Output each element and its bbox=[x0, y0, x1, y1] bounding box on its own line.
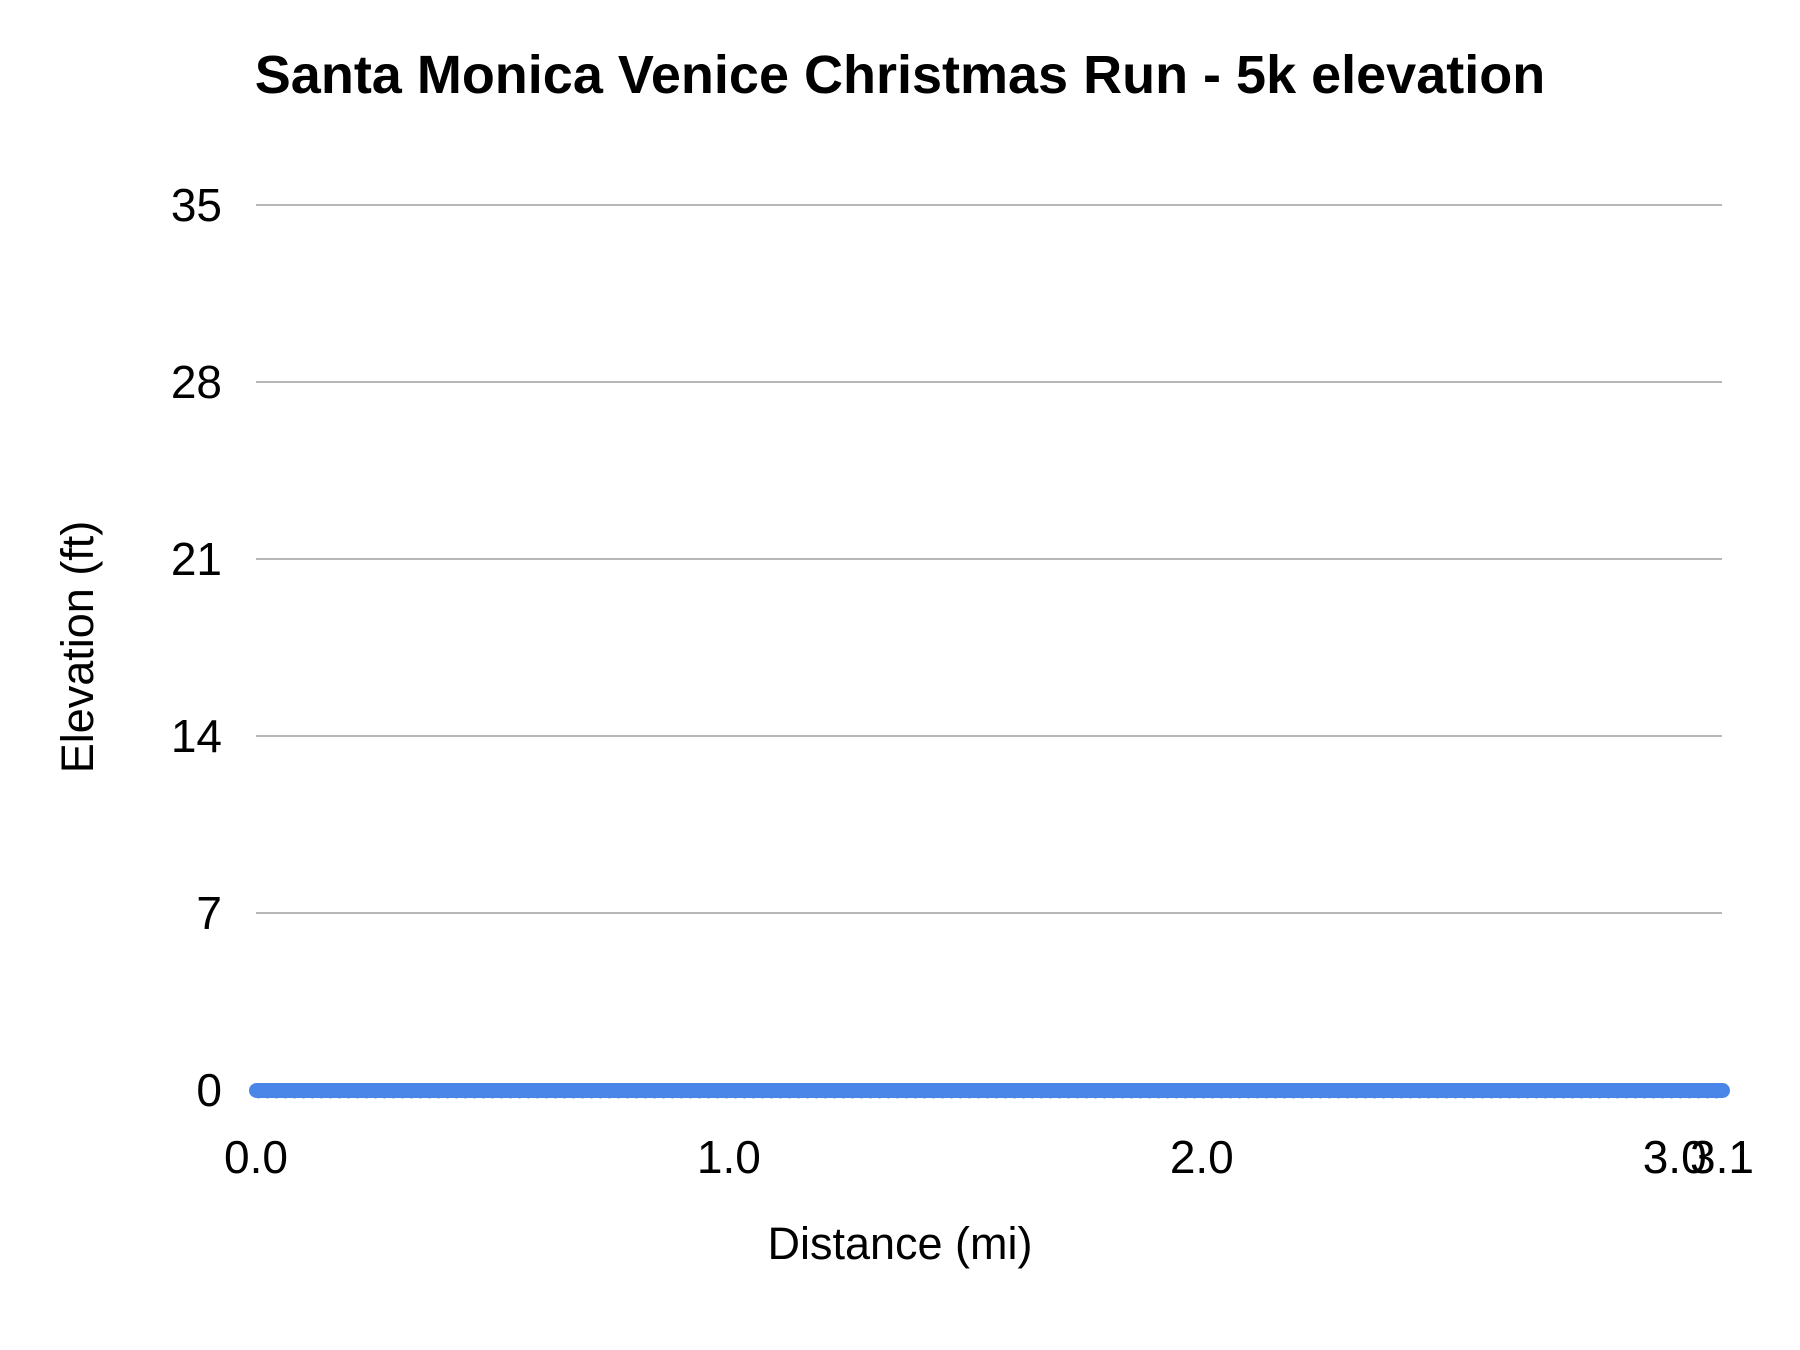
x-tick-label: 0.0 bbox=[224, 1131, 288, 1183]
y-tick-label: 35 bbox=[170, 179, 222, 231]
x-tick-label: 3.0 bbox=[1642, 1131, 1707, 1183]
gridline bbox=[256, 381, 1722, 383]
x-tick-label: 2.0 bbox=[1169, 1131, 1234, 1183]
chart-title: Santa Monica Venice Christmas Run - 5k e… bbox=[254, 45, 1546, 105]
y-tick-label: 7 bbox=[196, 887, 222, 939]
gridline bbox=[256, 735, 1722, 737]
y-tick-label: 14 bbox=[170, 710, 222, 762]
x-axis-title: Distance (mi) bbox=[767, 1218, 1033, 1269]
gridline bbox=[256, 558, 1722, 560]
y-tick-label: 28 bbox=[170, 356, 222, 408]
x-tick-label: 3.1 bbox=[1690, 1131, 1754, 1183]
y-tick-label: 21 bbox=[170, 533, 222, 585]
x-tick-label: 1.0 bbox=[696, 1131, 761, 1183]
elevation-series-line bbox=[248, 1082, 1730, 1100]
y-tick-label: 0 bbox=[196, 1064, 222, 1116]
gridline bbox=[256, 912, 1722, 914]
gridline bbox=[256, 204, 1722, 206]
